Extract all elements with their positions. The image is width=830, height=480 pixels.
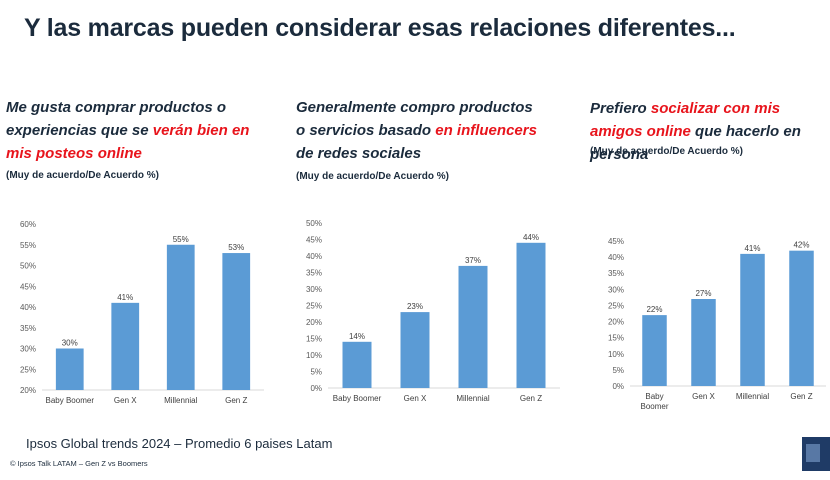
- data-label: 37%: [465, 256, 481, 265]
- bar: [691, 299, 716, 386]
- y-tick-label: 5%: [612, 366, 624, 375]
- y-tick-label: 30%: [306, 285, 322, 294]
- x-tick-label: Gen Z: [520, 394, 542, 403]
- y-tick-label: 45%: [20, 282, 36, 291]
- data-label: 30%: [62, 339, 78, 348]
- bar: [458, 265, 488, 388]
- bar: [111, 302, 140, 390]
- heading-text: Me gusta comprar productos o experiencia…: [6, 99, 227, 139]
- chart-1: 20% 25% 30% 35% 40% 45% 50% 55% 60% 30% Baby Boome…: [20, 220, 264, 405]
- heading-text: de redes sociales: [296, 145, 422, 162]
- data-label: 23%: [407, 302, 423, 311]
- y-tick-label: 30%: [608, 285, 624, 294]
- y-tick-label: 10%: [306, 351, 322, 360]
- slide-title: Y las marcas pueden considerar esas rela…: [24, 14, 736, 42]
- data-label: 42%: [793, 241, 809, 250]
- panel-3-subtitle: (Muy de acuerdo/De Acuerdo %): [590, 146, 743, 157]
- bar: [342, 341, 372, 388]
- panel-1-subtitle: (Muy de acuerdo/De Acuerdo %): [6, 170, 159, 181]
- x-tick-label: Gen Z: [225, 396, 247, 405]
- bar: [516, 242, 546, 388]
- x-tick-label: Gen X: [114, 396, 137, 405]
- x-tick-label: Millennial: [164, 396, 198, 405]
- y-tick-label: 50%: [20, 262, 36, 271]
- x-tick-label: Boomer: [640, 402, 668, 411]
- x-tick-label: Gen X: [692, 392, 715, 401]
- y-tick-label: 25%: [20, 365, 36, 374]
- y-tick-label: 20%: [306, 318, 322, 327]
- y-tick-label: 60%: [20, 220, 36, 229]
- y-tick-label: 50%: [306, 219, 322, 228]
- y-tick-label: 10%: [608, 350, 624, 359]
- data-label: 41%: [117, 293, 133, 302]
- chart-3: 0% 5% 10% 15% 20% 25% 30% 35% 40% 45% 22% BabyBoome…: [608, 237, 826, 411]
- panel-3-heading: Prefiero socializar con mis amigos onlin…: [590, 97, 830, 166]
- y-tick-label: 0%: [310, 384, 322, 393]
- y-tick-label: 20%: [20, 386, 36, 395]
- x-tick-label: Baby Boomer: [46, 396, 95, 405]
- bar: [55, 348, 84, 390]
- y-tick-label: 55%: [20, 241, 36, 250]
- bar: [740, 253, 765, 386]
- y-tick-label: 35%: [306, 269, 322, 278]
- y-tick-label: 15%: [306, 335, 322, 344]
- y-tick-label: 40%: [608, 253, 624, 262]
- x-tick-label: Millennial: [456, 394, 490, 403]
- x-tick-label: Baby Boomer: [333, 394, 382, 403]
- data-label: 22%: [646, 305, 662, 314]
- chart-2: 0% 5% 10% 15% 20% 25% 30% 35% 40% 45% 50% 14% Baby B…: [306, 219, 560, 403]
- heading-highlight: en influencers: [435, 122, 537, 139]
- y-tick-label: 35%: [20, 324, 36, 333]
- y-tick-label: 35%: [608, 269, 624, 278]
- heading-text: Prefiero: [590, 100, 651, 117]
- y-tick-label: 30%: [20, 345, 36, 354]
- panel-2-heading: Generalmente compro productos o servicio…: [296, 96, 546, 165]
- panel-2-subtitle: (Muy de acuerdo/De Acuerdo %): [296, 171, 449, 182]
- data-label: 27%: [695, 289, 711, 298]
- x-tick-label: Millennial: [736, 392, 770, 401]
- y-tick-label: 25%: [306, 302, 322, 311]
- data-label: 44%: [523, 233, 539, 242]
- heading-highlight: socializar con mis amigos online: [590, 100, 781, 140]
- y-tick-label: 0%: [612, 382, 624, 391]
- y-tick-label: 20%: [608, 318, 624, 327]
- x-tick-label: Gen Z: [790, 392, 812, 401]
- data-label: 55%: [173, 235, 189, 244]
- heading-highlight: verán bien en mis posteos online: [6, 122, 250, 162]
- bar: [222, 253, 251, 390]
- y-tick-label: 25%: [608, 301, 624, 310]
- y-tick-label: 40%: [306, 252, 322, 261]
- heading-text: Generalmente compro productos o servicio…: [296, 99, 533, 139]
- y-tick-label: 40%: [20, 303, 36, 312]
- data-label: 14%: [349, 332, 365, 341]
- source-note: Ipsos Global trends 2024 – Promedio 6 pa…: [26, 436, 333, 451]
- bar: [400, 312, 430, 388]
- brand-logo: [802, 437, 830, 471]
- y-tick-label: 45%: [306, 236, 322, 245]
- y-tick-label: 15%: [608, 334, 624, 343]
- bar: [642, 315, 667, 386]
- y-tick-label: 45%: [608, 237, 624, 246]
- panel-1-heading: Me gusta comprar productos o experiencia…: [6, 96, 254, 165]
- data-label: 41%: [744, 244, 760, 253]
- data-label: 53%: [228, 243, 244, 252]
- copyright-note: © Ipsos Talk LATAM – Gen Z vs Boomers: [10, 459, 148, 468]
- bar: [789, 250, 814, 386]
- logo-mark: [806, 444, 820, 462]
- x-tick-label: Baby: [645, 392, 663, 401]
- heading-text: que hacerlo en persona: [590, 123, 801, 163]
- bar: [166, 244, 195, 390]
- y-tick-label: 5%: [310, 368, 322, 377]
- x-tick-label: Gen X: [404, 394, 427, 403]
